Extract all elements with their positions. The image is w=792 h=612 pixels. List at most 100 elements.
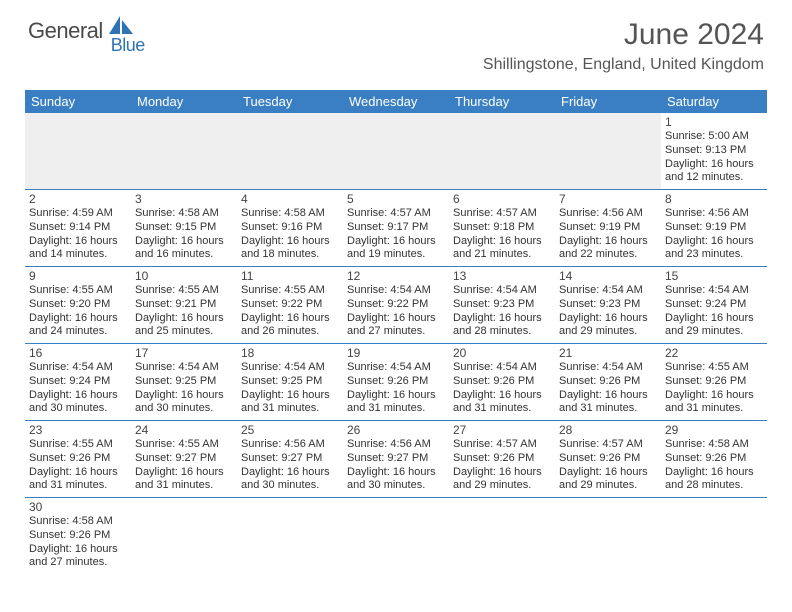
weekday-header: Sunday xyxy=(25,90,131,113)
day-details: Sunrise: 4:56 AMSunset: 9:19 PMDaylight:… xyxy=(665,207,763,262)
calendar-cell xyxy=(343,113,449,190)
day-number: 19 xyxy=(347,346,445,360)
day-details: Sunrise: 4:54 AMSunset: 9:24 PMDaylight:… xyxy=(29,361,127,416)
calendar-cell: 12Sunrise: 4:54 AMSunset: 9:22 PMDayligh… xyxy=(343,267,449,344)
calendar-cell: 15Sunrise: 4:54 AMSunset: 9:24 PMDayligh… xyxy=(661,267,767,344)
calendar-cell: 21Sunrise: 4:54 AMSunset: 9:26 PMDayligh… xyxy=(555,344,661,421)
day-details: Sunrise: 4:58 AMSunset: 9:15 PMDaylight:… xyxy=(135,207,233,262)
calendar-cell: 11Sunrise: 4:55 AMSunset: 9:22 PMDayligh… xyxy=(237,267,343,344)
calendar-cell: 8Sunrise: 4:56 AMSunset: 9:19 PMDaylight… xyxy=(661,190,767,267)
day-number: 25 xyxy=(241,423,339,437)
day-details: Sunrise: 4:58 AMSunset: 9:26 PMDaylight:… xyxy=(29,515,127,570)
day-details: Sunrise: 4:59 AMSunset: 9:14 PMDaylight:… xyxy=(29,207,127,262)
weekday-header: Monday xyxy=(131,90,237,113)
calendar-cell: 17Sunrise: 4:54 AMSunset: 9:25 PMDayligh… xyxy=(131,344,237,421)
page-title: June 2024 xyxy=(483,18,764,52)
day-details: Sunrise: 4:54 AMSunset: 9:23 PMDaylight:… xyxy=(453,284,551,339)
day-number: 17 xyxy=(135,346,233,360)
day-number: 15 xyxy=(665,269,763,283)
day-details: Sunrise: 4:58 AMSunset: 9:16 PMDaylight:… xyxy=(241,207,339,262)
day-number: 12 xyxy=(347,269,445,283)
day-details: Sunrise: 4:54 AMSunset: 9:22 PMDaylight:… xyxy=(347,284,445,339)
day-details: Sunrise: 4:54 AMSunset: 9:25 PMDaylight:… xyxy=(241,361,339,416)
calendar-cell: 24Sunrise: 4:55 AMSunset: 9:27 PMDayligh… xyxy=(131,421,237,498)
day-details: Sunrise: 4:57 AMSunset: 9:26 PMDaylight:… xyxy=(559,438,657,493)
day-details: Sunrise: 4:57 AMSunset: 9:26 PMDaylight:… xyxy=(453,438,551,493)
calendar-cell: 10Sunrise: 4:55 AMSunset: 9:21 PMDayligh… xyxy=(131,267,237,344)
day-number: 16 xyxy=(29,346,127,360)
calendar-cell xyxy=(555,113,661,190)
calendar-cell: 4Sunrise: 4:58 AMSunset: 9:16 PMDaylight… xyxy=(237,190,343,267)
day-number: 3 xyxy=(135,192,233,206)
calendar-cell: 9Sunrise: 4:55 AMSunset: 9:20 PMDaylight… xyxy=(25,267,131,344)
day-number: 11 xyxy=(241,269,339,283)
calendar-cell: 14Sunrise: 4:54 AMSunset: 9:23 PMDayligh… xyxy=(555,267,661,344)
calendar-cell: 30Sunrise: 4:58 AMSunset: 9:26 PMDayligh… xyxy=(25,498,131,575)
calendar-table: SundayMondayTuesdayWednesdayThursdayFrid… xyxy=(25,90,767,574)
day-number: 18 xyxy=(241,346,339,360)
day-details: Sunrise: 4:54 AMSunset: 9:26 PMDaylight:… xyxy=(347,361,445,416)
calendar-week-row: 16Sunrise: 4:54 AMSunset: 9:24 PMDayligh… xyxy=(25,344,767,421)
calendar-week-row: 30Sunrise: 4:58 AMSunset: 9:26 PMDayligh… xyxy=(25,498,767,575)
day-details: Sunrise: 4:57 AMSunset: 9:17 PMDaylight:… xyxy=(347,207,445,262)
calendar-week-row: 23Sunrise: 4:55 AMSunset: 9:26 PMDayligh… xyxy=(25,421,767,498)
calendar-cell: 2Sunrise: 4:59 AMSunset: 9:14 PMDaylight… xyxy=(25,190,131,267)
calendar-cell: 22Sunrise: 4:55 AMSunset: 9:26 PMDayligh… xyxy=(661,344,767,421)
weekday-header: Saturday xyxy=(661,90,767,113)
day-details: Sunrise: 4:54 AMSunset: 9:26 PMDaylight:… xyxy=(453,361,551,416)
day-details: Sunrise: 4:57 AMSunset: 9:18 PMDaylight:… xyxy=(453,207,551,262)
day-number: 30 xyxy=(29,500,127,514)
day-number: 13 xyxy=(453,269,551,283)
calendar-cell xyxy=(555,498,661,575)
day-number: 24 xyxy=(135,423,233,437)
day-details: Sunrise: 4:58 AMSunset: 9:26 PMDaylight:… xyxy=(665,438,763,493)
day-number: 28 xyxy=(559,423,657,437)
day-details: Sunrise: 5:00 AMSunset: 9:13 PMDaylight:… xyxy=(665,130,763,185)
calendar-cell xyxy=(237,498,343,575)
day-details: Sunrise: 4:55 AMSunset: 9:20 PMDaylight:… xyxy=(29,284,127,339)
calendar-cell xyxy=(131,113,237,190)
calendar-cell xyxy=(343,498,449,575)
day-details: Sunrise: 4:55 AMSunset: 9:22 PMDaylight:… xyxy=(241,284,339,339)
day-number: 9 xyxy=(29,269,127,283)
day-number: 4 xyxy=(241,192,339,206)
day-details: Sunrise: 4:56 AMSunset: 9:19 PMDaylight:… xyxy=(559,207,657,262)
day-details: Sunrise: 4:55 AMSunset: 9:21 PMDaylight:… xyxy=(135,284,233,339)
calendar-cell: 18Sunrise: 4:54 AMSunset: 9:25 PMDayligh… xyxy=(237,344,343,421)
calendar-cell: 5Sunrise: 4:57 AMSunset: 9:17 PMDaylight… xyxy=(343,190,449,267)
weekday-header: Thursday xyxy=(449,90,555,113)
day-details: Sunrise: 4:56 AMSunset: 9:27 PMDaylight:… xyxy=(241,438,339,493)
calendar-cell: 29Sunrise: 4:58 AMSunset: 9:26 PMDayligh… xyxy=(661,421,767,498)
day-number: 29 xyxy=(665,423,763,437)
calendar-cell: 23Sunrise: 4:55 AMSunset: 9:26 PMDayligh… xyxy=(25,421,131,498)
day-number: 6 xyxy=(453,192,551,206)
calendar-cell: 25Sunrise: 4:56 AMSunset: 9:27 PMDayligh… xyxy=(237,421,343,498)
day-details: Sunrise: 4:56 AMSunset: 9:27 PMDaylight:… xyxy=(347,438,445,493)
calendar-cell: 6Sunrise: 4:57 AMSunset: 9:18 PMDaylight… xyxy=(449,190,555,267)
calendar-cell: 1Sunrise: 5:00 AMSunset: 9:13 PMDaylight… xyxy=(661,113,767,190)
weekday-header: Friday xyxy=(555,90,661,113)
header: General Blue June 2024 Shillingstone, En… xyxy=(0,0,792,84)
day-number: 10 xyxy=(135,269,233,283)
day-number: 22 xyxy=(665,346,763,360)
calendar-cell xyxy=(237,113,343,190)
day-number: 7 xyxy=(559,192,657,206)
calendar-cell xyxy=(449,498,555,575)
calendar-cell xyxy=(25,113,131,190)
calendar-cell: 20Sunrise: 4:54 AMSunset: 9:26 PMDayligh… xyxy=(449,344,555,421)
day-details: Sunrise: 4:54 AMSunset: 9:25 PMDaylight:… xyxy=(135,361,233,416)
day-details: Sunrise: 4:54 AMSunset: 9:24 PMDaylight:… xyxy=(665,284,763,339)
day-details: Sunrise: 4:55 AMSunset: 9:26 PMDaylight:… xyxy=(665,361,763,416)
weekday-header: Wednesday xyxy=(343,90,449,113)
day-details: Sunrise: 4:55 AMSunset: 9:26 PMDaylight:… xyxy=(29,438,127,493)
title-block: June 2024 Shillingstone, England, United… xyxy=(483,18,764,74)
calendar-cell: 19Sunrise: 4:54 AMSunset: 9:26 PMDayligh… xyxy=(343,344,449,421)
calendar-cell: 13Sunrise: 4:54 AMSunset: 9:23 PMDayligh… xyxy=(449,267,555,344)
logo-text-blue: Blue xyxy=(111,35,145,56)
calendar-body: 1Sunrise: 5:00 AMSunset: 9:13 PMDaylight… xyxy=(25,113,767,574)
calendar-cell: 3Sunrise: 4:58 AMSunset: 9:15 PMDaylight… xyxy=(131,190,237,267)
calendar-cell xyxy=(661,498,767,575)
calendar-cell xyxy=(131,498,237,575)
logo-text-general: General xyxy=(28,18,103,44)
calendar-cell: 28Sunrise: 4:57 AMSunset: 9:26 PMDayligh… xyxy=(555,421,661,498)
